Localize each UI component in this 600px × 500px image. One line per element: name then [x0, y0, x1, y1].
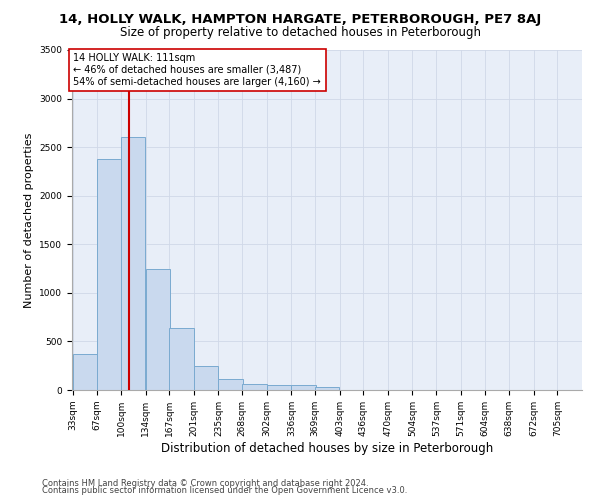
Bar — [315, 387, 340, 390]
Text: Size of property relative to detached houses in Peterborough: Size of property relative to detached ho… — [119, 26, 481, 39]
Bar — [146, 268, 170, 390]
Text: 14, HOLLY WALK, HAMPTON HARGATE, PETERBOROUGH, PE7 8AJ: 14, HOLLY WALK, HAMPTON HARGATE, PETERBO… — [59, 12, 541, 26]
Bar — [121, 138, 145, 390]
Bar — [97, 159, 122, 390]
Bar — [169, 328, 194, 390]
Bar — [291, 385, 316, 390]
Text: Contains public sector information licensed under the Open Government Licence v3: Contains public sector information licen… — [42, 486, 407, 495]
X-axis label: Distribution of detached houses by size in Peterborough: Distribution of detached houses by size … — [161, 442, 493, 454]
Text: 14 HOLLY WALK: 111sqm
← 46% of detached houses are smaller (3,487)
54% of semi-d: 14 HOLLY WALK: 111sqm ← 46% of detached … — [73, 54, 321, 86]
Bar — [218, 380, 243, 390]
Bar — [242, 384, 266, 390]
Bar — [194, 366, 218, 390]
Y-axis label: Number of detached properties: Number of detached properties — [24, 132, 34, 308]
Bar — [267, 384, 291, 390]
Bar — [73, 354, 97, 390]
Text: Contains HM Land Registry data © Crown copyright and database right 2024.: Contains HM Land Registry data © Crown c… — [42, 478, 368, 488]
